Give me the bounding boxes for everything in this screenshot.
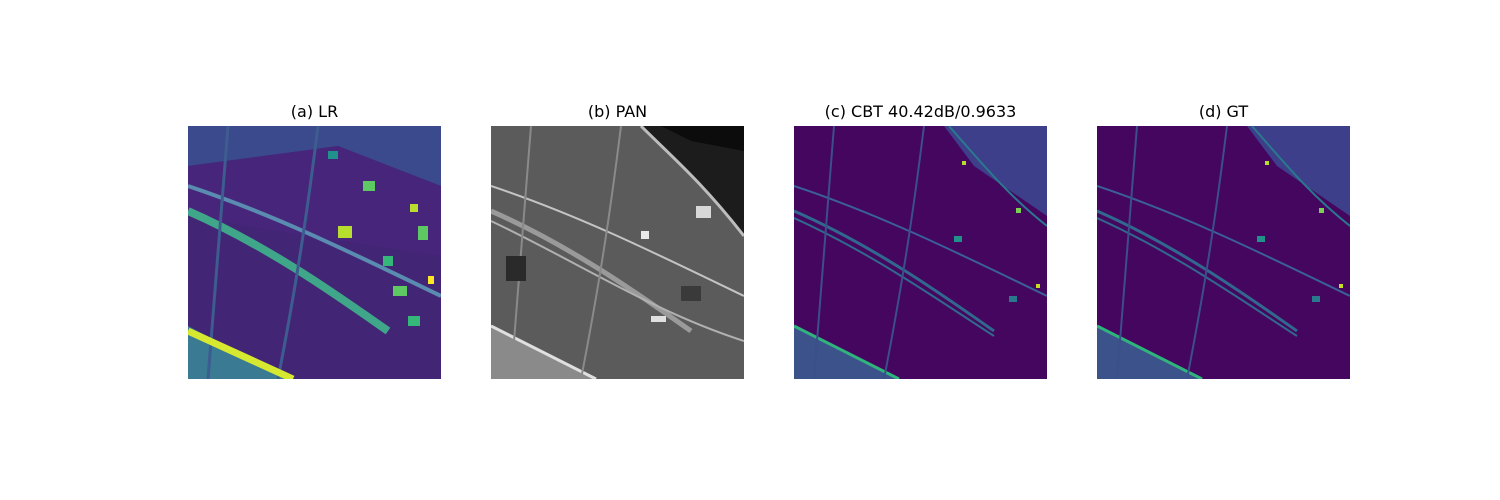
panel-title-gt: (d) GT [1198,102,1249,121]
panel-title-pan: (b) PAN [587,102,648,121]
gt-image [1097,126,1350,379]
pan-image [491,126,744,379]
panel-lr: (a) LR [188,100,441,379]
panel-pan: (b) PAN [491,100,744,379]
cbt-image [794,126,1047,379]
panel-title-cbt: (c) CBT 40.42dB/0.9633 [824,102,1017,121]
lr-image [188,126,441,379]
panel-cbt: (c) CBT 40.42dB/0.9633 [794,100,1047,379]
panel-title-lr: (a) LR [290,102,339,121]
panel-gt: (d) GT [1097,100,1350,379]
